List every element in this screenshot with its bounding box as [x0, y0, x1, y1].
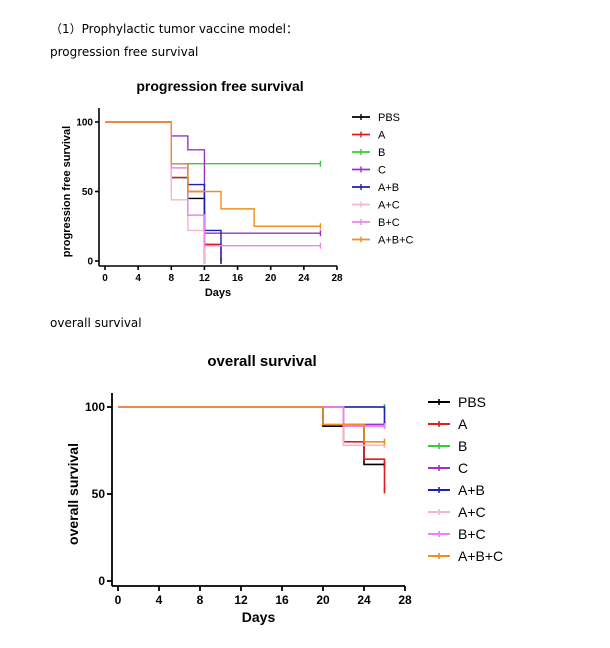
os-y-axis-label: overall survival [65, 443, 81, 545]
os-chart-title: overall survival [207, 353, 316, 370]
os-x-tick-label: 16 [275, 593, 289, 607]
pfs-section-heading: progression free survival [50, 45, 199, 59]
os-series-c-line [118, 406, 385, 426]
os-x-tick-label: 24 [357, 593, 371, 607]
os-y-tick-label: 50 [92, 487, 106, 501]
os-x-tick-label: 20 [316, 593, 330, 607]
os-x-axis-label: Days [242, 609, 276, 625]
legend-os-a-plus-c-label: A+C [458, 504, 486, 520]
legend-pfs-a-plus-b-label: A+B [378, 182, 399, 194]
pfs-x-tick-label: 20 [265, 273, 277, 284]
os-x-tick-label: 0 [115, 593, 122, 607]
legend-pfs-b-label: B [378, 147, 385, 159]
os-x-tick-label: 28 [398, 593, 412, 607]
pfs-y-tick-label: 0 [87, 257, 93, 268]
os-section-heading: overall survival [50, 316, 142, 330]
pfs-series-a-plus-b-plus-c-line [105, 121, 321, 227]
pfs-y-tick-label: 50 [82, 187, 94, 198]
pfs-x-tick-label: 8 [169, 273, 175, 284]
pfs-y-tick-label: 100 [76, 118, 93, 129]
os-series-a-plus-b-line [118, 406, 386, 425]
os-series-b-plus-c-line [118, 406, 385, 427]
os-x-tick-label: 12 [234, 593, 248, 607]
pfs-x-tick-label: 24 [298, 273, 310, 284]
legend-os-c-label: C [458, 460, 468, 476]
os-series-a-line [118, 406, 386, 491]
legend-os-b-plus-c-label: B+C [458, 526, 486, 542]
legend-pfs-a-plus-c-label: A+C [378, 199, 400, 211]
legend-pfs-a-plus-b-plus-c-label: A+B+C [378, 234, 414, 246]
legend-os-a-plus-b-label: A+B [458, 482, 485, 498]
pfs-x-tick-label: 12 [199, 273, 211, 284]
os-x-tick-label: 8 [197, 593, 204, 607]
pfs-x-tick-label: 16 [232, 273, 244, 284]
pfs-series-b-plus-c-line [105, 121, 321, 247]
legend-os-a-plus-b-plus-c-label: A+B+C [458, 548, 503, 564]
pfs-y-axis-label: progression free survival [61, 126, 73, 257]
legend-pfs-a-label: A [378, 129, 386, 141]
os-chart: overall survival 0 4 8 12 16 20 24 28 0 50 100 Days o… [65, 353, 503, 625]
pfs-x-axis-label: Days [205, 287, 231, 299]
legend-pfs-c-label: C [378, 164, 386, 176]
os-series-pbs-line [118, 406, 385, 466]
os-series-a-plus-b-plus-c-line [118, 406, 385, 443]
legend-pfs-pbs-label: PBS [378, 112, 400, 124]
pfs-series-c-line [105, 121, 321, 234]
model-heading: （1）Prophylactic tumor vaccine model： [50, 22, 298, 36]
os-y-tick-label: 0 [98, 574, 105, 588]
pfs-series-b-line [105, 121, 321, 165]
pfs-x-tick-label: 28 [331, 273, 343, 284]
pfs-chart: progression free survival 0 4 8 12 16 20 24 28 0 5… [61, 78, 414, 299]
legend-os-a-label: A [458, 416, 468, 432]
legend-pfs-b-plus-c-label: B+C [378, 217, 400, 229]
os-x-tick-label: 4 [156, 593, 163, 607]
pfs-chart-title: progression free survival [136, 78, 303, 94]
legend-os-b-label: B [458, 438, 467, 454]
legend-os-pbs-label: PBS [458, 394, 486, 410]
pfs-x-tick-label: 0 [102, 273, 108, 284]
pfs-x-tick-label: 4 [135, 273, 141, 284]
os-y-tick-label: 100 [85, 400, 105, 414]
